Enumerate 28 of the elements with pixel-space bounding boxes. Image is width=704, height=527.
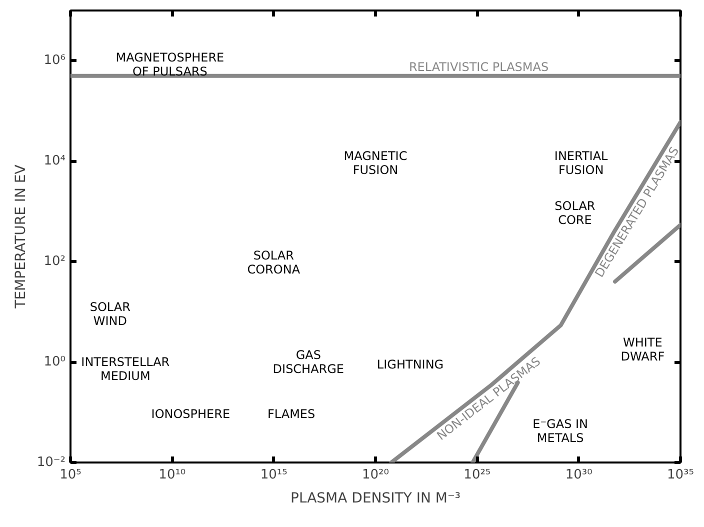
annotation: SOLAR CORE <box>554 198 596 227</box>
annotation: SOLAR WIND <box>90 300 130 328</box>
annotation: FLAMES <box>268 407 316 422</box>
y-tick-label: 10⁻² <box>36 455 66 470</box>
annotation: MAGNETIC FUSION <box>344 148 408 177</box>
annotation: IONOSPHERE <box>151 407 230 422</box>
annotation: MAGNETOSPHERE OF PULSARS <box>116 50 224 79</box>
x-tick-label: 10³⁵ <box>667 468 694 482</box>
annotation: SOLAR CORONA <box>247 248 301 276</box>
y-tick-label: 10² <box>44 254 66 270</box>
y-tick-label: 10⁴ <box>44 154 66 169</box>
annotation: E⁻GAS IN METALS <box>532 416 588 445</box>
annotation: GAS DISCHARGE <box>272 348 344 376</box>
annotation: INTERSTELLAR MEDIUM <box>81 354 170 383</box>
x-tick-label: 10²⁰ <box>362 468 389 482</box>
x-tick-label: 10²⁵ <box>464 468 491 482</box>
x-axis-title: PLASMA DENSITY IN M⁻³ <box>290 490 460 506</box>
annotation: INERTIAL FUSION <box>554 148 608 177</box>
annotation: LIGHTNING <box>376 357 444 372</box>
y-tick-label: 10⁶ <box>44 53 66 68</box>
annotation: RELATIVISTIC PLASMAS <box>408 60 549 74</box>
x-tick-label: 10¹⁰ <box>158 468 186 482</box>
x-tick-label: 10⁵ <box>60 468 82 482</box>
annotation: WHITE DWARF <box>620 336 665 364</box>
x-tick-label: 10³⁰ <box>565 468 592 482</box>
x-tick-label: 10¹⁵ <box>260 468 288 482</box>
y-tick-label: 10⁰ <box>44 354 66 370</box>
y-axis-title: TEMPERATURE IN EV <box>12 164 29 310</box>
